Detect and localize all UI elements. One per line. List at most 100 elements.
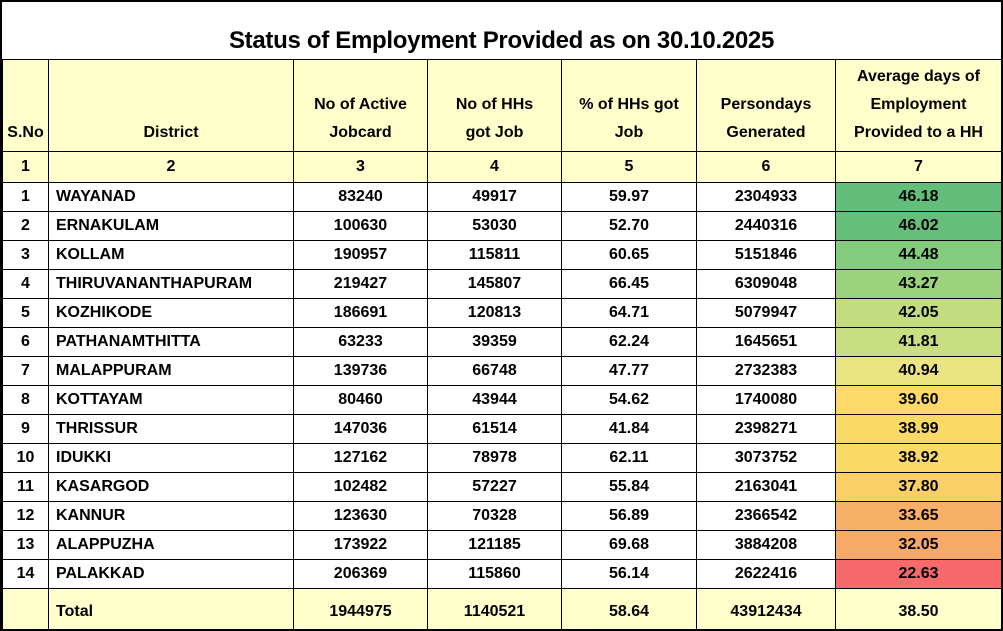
district-cell: THRISSUR [48,414,294,444]
hhs-got-job-cell: 53030 [427,211,562,241]
avg-days-cell: 39.60 [835,385,1001,415]
column-number: 3 [293,151,428,183]
hhs-got-job-cell: 120813 [427,298,562,328]
table-row: 4 THIRUVANANTHAPURAM 219427 145807 66.45… [2,269,1001,299]
avg-days-cell: 44.48 [835,240,1001,270]
district-cell: PALAKKAD [48,559,294,589]
persondays-total-cell: 43912434 [696,588,836,629]
active-jobcards-cell: 127162 [293,443,428,473]
pct-hhs-got-job-cell: 60.65 [561,240,697,270]
table-row: 1 WAYANAD 83240 49917 59.97 2304933 46.1… [2,182,1001,212]
avg-days-cell: 37.80 [835,472,1001,502]
table-row: 6 PATHANAMTHITTA 63233 39359 62.24 16456… [2,327,1001,357]
pct-hhs-got-job-cell: 41.84 [561,414,697,444]
persondays-cell: 2304933 [696,182,836,212]
district-cell: WAYANAD [48,182,294,212]
hhs-got-job-cell: 115811 [427,240,562,270]
district-cell: MALAPPURAM [48,356,294,386]
persondays-cell: 2622416 [696,559,836,589]
hhs-got-job-cell: 49917 [427,182,562,212]
persondays-cell: 3073752 [696,443,836,473]
sno-cell: 1 [2,182,49,212]
pct-hhs-got-job-cell: 52.70 [561,211,697,241]
sno-cell: 2 [2,211,49,241]
pct-hhs-got-job-total-cell: 58.64 [561,588,697,629]
pct-hhs-got-job-cell: 47.77 [561,356,697,386]
persondays-cell: 6309048 [696,269,836,299]
active-jobcards-cell: 190957 [293,240,428,270]
district-cell: KOTTAYAM [48,385,294,415]
persondays-cell: 1645651 [696,327,836,357]
page-title: Status of Employment Provided as on 30.1… [228,27,775,54]
active-jobcards-cell: 63233 [293,327,428,357]
sno-cell: 13 [2,530,49,560]
table-row: 7 MALAPPURAM 139736 66748 47.77 2732383 … [2,356,1001,386]
pct-hhs-got-job-cell: 56.89 [561,501,697,531]
sno-cell: 10 [2,443,49,473]
table-row: 2 ERNAKULAM 100630 53030 52.70 2440316 4… [2,211,1001,241]
persondays-cell: 2163041 [696,472,836,502]
sno-cell [2,588,49,629]
active-jobcards-cell: 139736 [293,356,428,386]
sno-cell: 11 [2,472,49,502]
col-header-district: District [48,59,294,152]
hhs-got-job-cell: 78978 [427,443,562,473]
district-cell: ERNAKULAM [48,211,294,241]
pct-hhs-got-job-cell: 62.11 [561,443,697,473]
table-row: 10 IDUKKI 127162 78978 62.11 3073752 38.… [2,443,1001,473]
sno-cell: 9 [2,414,49,444]
table-row: 14 PALAKKAD 206369 115860 56.14 2622416 … [2,559,1001,589]
persondays-cell: 1740080 [696,385,836,415]
sno-cell: 14 [2,559,49,589]
district-cell: IDUKKI [48,443,294,473]
sno-cell: 7 [2,356,49,386]
district-cell: KASARGOD [48,472,294,502]
hhs-got-job-total-cell: 1140521 [427,588,562,629]
active-jobcards-cell: 123630 [293,501,428,531]
district-cell: ALAPPUZHA [48,530,294,560]
persondays-cell: 2732383 [696,356,836,386]
persondays-cell: 5151846 [696,240,836,270]
persondays-cell: 3884208 [696,530,836,560]
sno-cell: 3 [2,240,49,270]
avg-days-cell: 41.81 [835,327,1001,357]
sno-cell: 8 [2,385,49,415]
avg-days-total-cell: 38.50 [835,588,1001,629]
district-cell: THIRUVANANTHAPURAM [48,269,294,299]
active-jobcards-cell: 80460 [293,385,428,415]
col-header-avg-days: Average days of Employment Provided to a… [835,59,1001,152]
col-header-persondays: Persondays Generated [696,59,836,152]
hhs-got-job-cell: 145807 [427,269,562,299]
persondays-cell: 5079947 [696,298,836,328]
active-jobcards-total-cell: 1944975 [293,588,428,629]
hhs-got-job-cell: 43944 [427,385,562,415]
column-number: 1 [2,151,49,183]
col-header-hhs-got-job: No of HHs got Job [427,59,562,152]
column-number: 6 [696,151,836,183]
hhs-got-job-cell: 70328 [427,501,562,531]
pct-hhs-got-job-cell: 62.24 [561,327,697,357]
table-row: 11 KASARGOD 102482 57227 55.84 2163041 3… [2,472,1001,502]
total-row: Total 1944975 1140521 58.64 43912434 38.… [2,588,1001,629]
district-cell: KANNUR [48,501,294,531]
hhs-got-job-cell: 121185 [427,530,562,560]
total-label-cell: Total [48,588,294,629]
avg-days-cell: 22.63 [835,559,1001,589]
table-row: 9 THRISSUR 147036 61514 41.84 2398271 38… [2,414,1001,444]
avg-days-cell: 46.18 [835,182,1001,212]
district-cell: PATHANAMTHITTA [48,327,294,357]
sno-cell: 4 [2,269,49,299]
active-jobcards-cell: 147036 [293,414,428,444]
hhs-got-job-cell: 57227 [427,472,562,502]
persondays-cell: 2440316 [696,211,836,241]
active-jobcards-cell: 102482 [293,472,428,502]
avg-days-cell: 33.65 [835,501,1001,531]
hhs-got-job-cell: 66748 [427,356,562,386]
avg-days-cell: 43.27 [835,269,1001,299]
pct-hhs-got-job-cell: 55.84 [561,472,697,502]
column-number: 7 [835,151,1001,183]
persondays-cell: 2398271 [696,414,836,444]
pct-hhs-got-job-cell: 66.45 [561,269,697,299]
active-jobcards-cell: 100630 [293,211,428,241]
column-number-row: 1 2 3 4 5 6 7 [2,151,1001,183]
